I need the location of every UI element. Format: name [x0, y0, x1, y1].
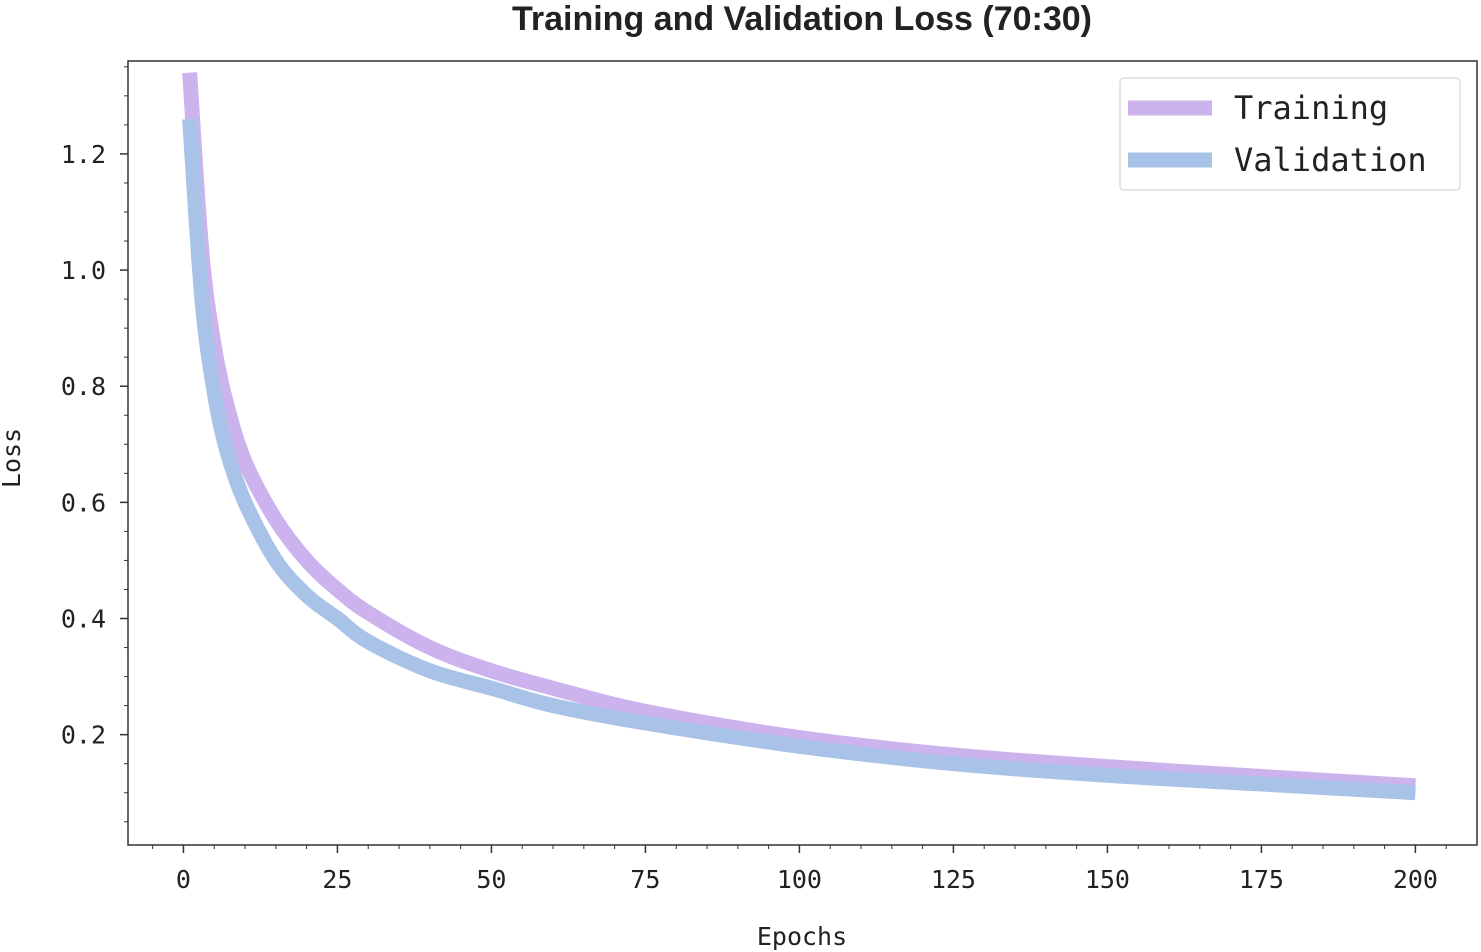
x-tick-label: 100 — [777, 865, 822, 894]
x-tick-label: 200 — [1393, 865, 1438, 894]
x-tick-label: 75 — [630, 865, 660, 894]
y-tick-label: 0.6 — [61, 488, 106, 517]
legend-label-training: Training — [1234, 89, 1388, 127]
legend: Training Validation — [1119, 77, 1461, 191]
y-tick-label: 1.2 — [61, 140, 106, 169]
series-line-training — [182, 72, 1416, 794]
x-axis-label: Epochs — [757, 922, 847, 951]
ticks-layer: 0 25 50 75 100 125 150 175 200 0.2 0.4 0.6 0.8 1.0 1.2 — [61, 66, 1447, 894]
series-line-validation — [182, 118, 1416, 801]
y-tick-label: 0.4 — [61, 605, 106, 634]
x-tick-label: 0 — [176, 865, 191, 894]
series-layer — [182, 72, 1416, 801]
legend-label-validation: Validation — [1234, 141, 1427, 179]
x-tick-label: 125 — [931, 865, 976, 894]
y-tick-label: 0.2 — [61, 721, 106, 750]
y-axis-label: Loss — [0, 428, 26, 488]
plot-frame — [127, 60, 1478, 846]
y-tick-label: 1.0 — [61, 256, 106, 285]
x-tick-label: 25 — [322, 865, 352, 894]
x-tick-label: 50 — [476, 865, 506, 894]
x-tick-label: 150 — [1085, 865, 1130, 894]
y-tick-label: 0.8 — [61, 372, 106, 401]
x-tick-label: 175 — [1239, 865, 1284, 894]
chart-title: Training and Validation Loss (70:30) — [512, 0, 1092, 38]
